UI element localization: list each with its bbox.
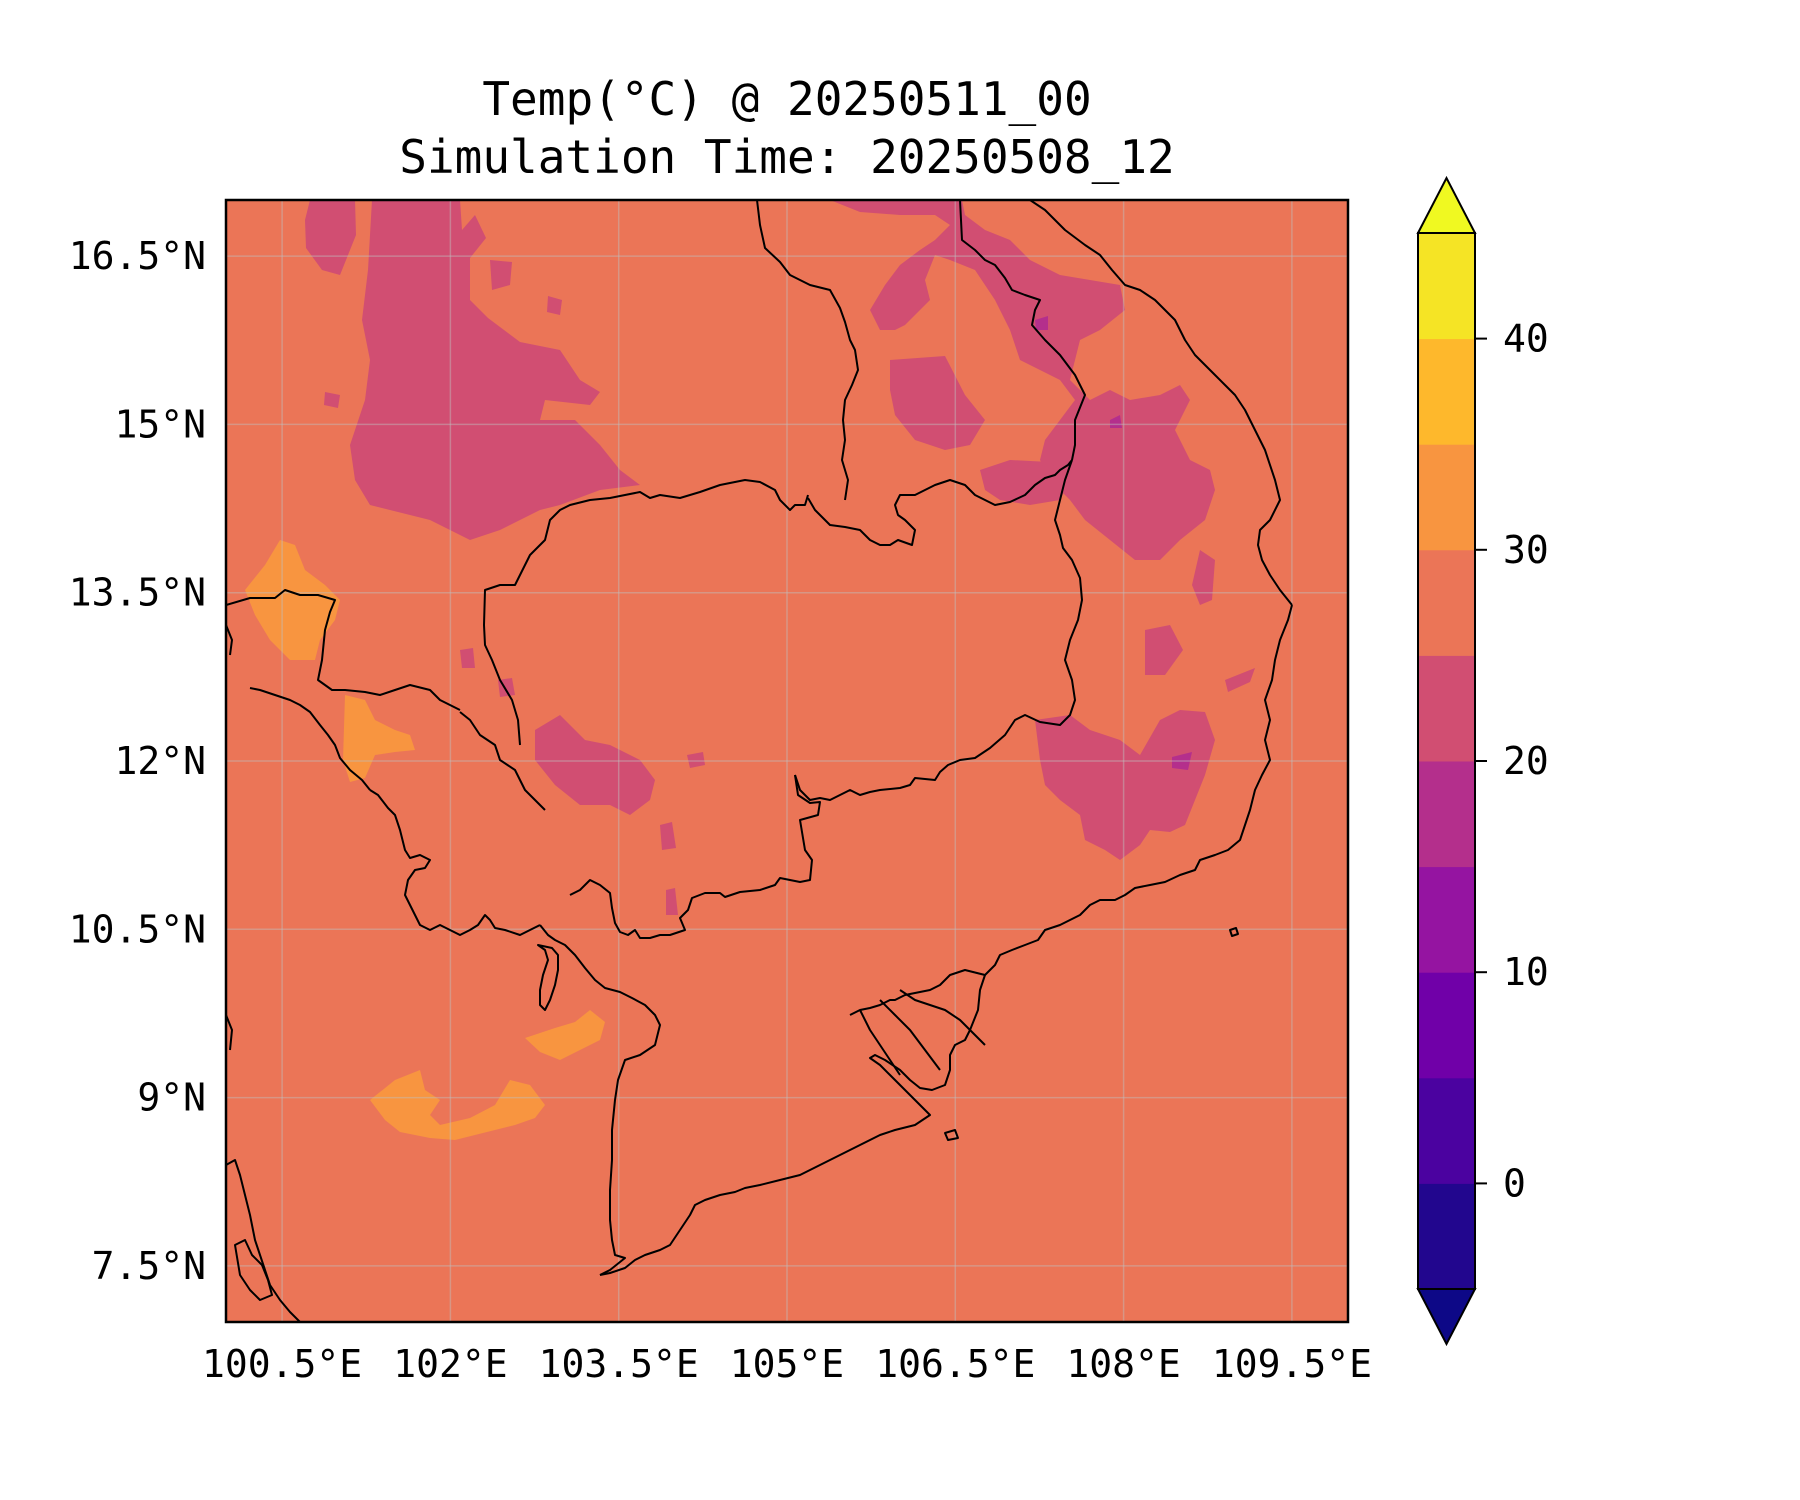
colorbar-segment-5-10 [1418, 972, 1475, 1079]
colorbar-segment-20-25 [1418, 655, 1475, 762]
contour-region-20-25-east-streak [1225, 668, 1255, 692]
contour-region-20-25-east-small [1145, 625, 1183, 675]
contour-region-20-25-northeast [830, 200, 1215, 560]
contour-region-15-20-spot-1 [1172, 752, 1192, 770]
contour-region-20-25-small-3 [324, 392, 340, 408]
lon-tick-label: 100.5°E [202, 1342, 362, 1386]
contour-region-20-25-tiny-b [687, 752, 705, 768]
colorbar-tick-labels: 0 10 20 30 40 [1475, 317, 1549, 1205]
contour-region-20-25-small-2 [547, 296, 562, 315]
contour-region-30-35-west [245, 540, 340, 660]
contour-region-20-25-small-1 [490, 260, 512, 290]
lat-tick-label: 13.5°N [69, 571, 206, 615]
con-dao-island [944, 1129, 959, 1141]
contour-region-30-35-south-1 [525, 1010, 605, 1060]
contour-region-20-25-cambodia-west [535, 715, 655, 815]
contour-region-20-25-east-mid [980, 460, 1070, 505]
colorbar-segment-15-20 [1418, 761, 1475, 868]
contour-region-20-25-east-tiny [1192, 550, 1215, 605]
west-edge-coast [226, 624, 233, 656]
cambodia-vietnam-border-east [794, 459, 1083, 801]
lon-tick-label: 105°E [730, 1342, 844, 1386]
contour-region-20-25-northwest-blob [305, 200, 356, 275]
longitude-tick-labels: 100.5°E 102°E 103.5°E 105°E 106.5°E 108°E 109.… [202, 1342, 1372, 1386]
colorbar-segments [1418, 233, 1475, 1290]
lon-tick-label: 103.5°E [539, 1342, 699, 1386]
cambodia-coast [369, 789, 541, 936]
colorbar-tick-label: 0 [1503, 1161, 1526, 1205]
ca-mau-west-coast [539, 924, 661, 1276]
lon-tick-label: 108°E [1066, 1342, 1180, 1386]
colorbar-segment-10-15 [1418, 866, 1475, 973]
coastlines-and-borders [226, 200, 1293, 1322]
mekong-delta-coast [599, 974, 986, 1276]
lat-tick-label: 7.5°N [92, 1244, 206, 1288]
contour-region-15-20-spot-3 [1035, 316, 1048, 330]
cambodia-vietnam-border-south [569, 774, 821, 939]
title-line-simulation-time: Simulation Time: 20250508_12 [399, 130, 1175, 184]
colorbar-segment-35-40 [1418, 338, 1475, 445]
colorbar: 0 10 20 30 40 [1416, 175, 1549, 1347]
contour-region-20-25-northeast-inner [890, 356, 985, 450]
cambodia-laos-border [807, 459, 1073, 546]
map-gridlines [226, 200, 1348, 1322]
mekong-river-channel-1 [899, 989, 986, 1046]
lon-tick-label: 109.5°E [1212, 1342, 1372, 1386]
mekong-river-channel-2 [879, 999, 941, 1071]
contour-region-20-25-tiny-a [460, 648, 475, 668]
contour-region-20-25-tiny-c [660, 822, 676, 850]
map-panel: 100.5°E 102°E 103.5°E 105°E 106.5°E 108°E 109.… [69, 198, 1372, 1386]
cambodia-thailand-border [459, 711, 546, 811]
lon-tick-label: 102°E [393, 1342, 507, 1386]
colorbar-segment-30-35 [1418, 444, 1475, 551]
vietnam-coast-south [849, 604, 1293, 1016]
map-frame [224, 198, 1350, 1324]
colorbar-segment-25-30 [1418, 549, 1475, 656]
colorbar-extend-low-triangle [1416, 1288, 1477, 1347]
colorbar-segment-40-45 [1418, 233, 1475, 340]
vietnam-islands-east [1229, 927, 1239, 937]
cambodia-border-west [483, 479, 809, 746]
contour-region-30-35-west-lower [343, 695, 415, 782]
contour-region-20-25-tiny-d [666, 888, 678, 915]
lat-tick-label: 10.5°N [69, 907, 206, 951]
lat-tick-label: 15°N [114, 402, 206, 446]
contour-region-20-25-north [350, 200, 640, 540]
colorbar-tick-label: 40 [1503, 317, 1549, 361]
temperature-contour-regions [245, 200, 1255, 1140]
lat-tick-label: 12°N [114, 739, 206, 783]
latitude-tick-labels: 7.5°N 9°N 10.5°N 12°N 13.5°N 15°N 16.5°N [69, 234, 206, 1288]
southwest-island [234, 1239, 273, 1301]
gulf-island-phu-quoc [537, 944, 559, 1011]
thai-east-coast [249, 687, 371, 791]
mekong-river-channel-3 [859, 1009, 901, 1076]
colorbar-segment-0-5 [1418, 1077, 1475, 1184]
laos-vietnam-border [959, 200, 1086, 461]
title-line-valid-time: Temp(°C) @ 20250511_00 [482, 72, 1092, 126]
colorbar-extend-high-triangle [1416, 175, 1477, 234]
colorbar-tick-label: 30 [1503, 528, 1549, 572]
colorbar-tick-label: 20 [1503, 739, 1549, 783]
laos-thailand-border-mekong [756, 200, 859, 501]
peninsula-coast-southwest [226, 1159, 301, 1322]
colorbar-tick-label: 10 [1503, 950, 1549, 994]
contour-region-15-20-spot-2 [1110, 415, 1122, 428]
lat-tick-label: 9°N [137, 1076, 206, 1120]
contour-region-30-35-south-2 [370, 1070, 545, 1140]
vietnam-coast-north [1029, 200, 1293, 606]
lon-tick-label: 106.5°E [875, 1342, 1035, 1386]
west-edge-coast-lower [226, 1014, 233, 1051]
contour-region-20-25-southeast [1035, 710, 1215, 860]
thailand-cambodia-laos-border [226, 589, 461, 711]
lat-tick-label: 16.5°N [69, 234, 206, 278]
colorbar-segment--5-0 [1418, 1183, 1475, 1290]
map-title: Temp(°C) @ 20250511_00 Simulation Time: … [225, 70, 1349, 186]
